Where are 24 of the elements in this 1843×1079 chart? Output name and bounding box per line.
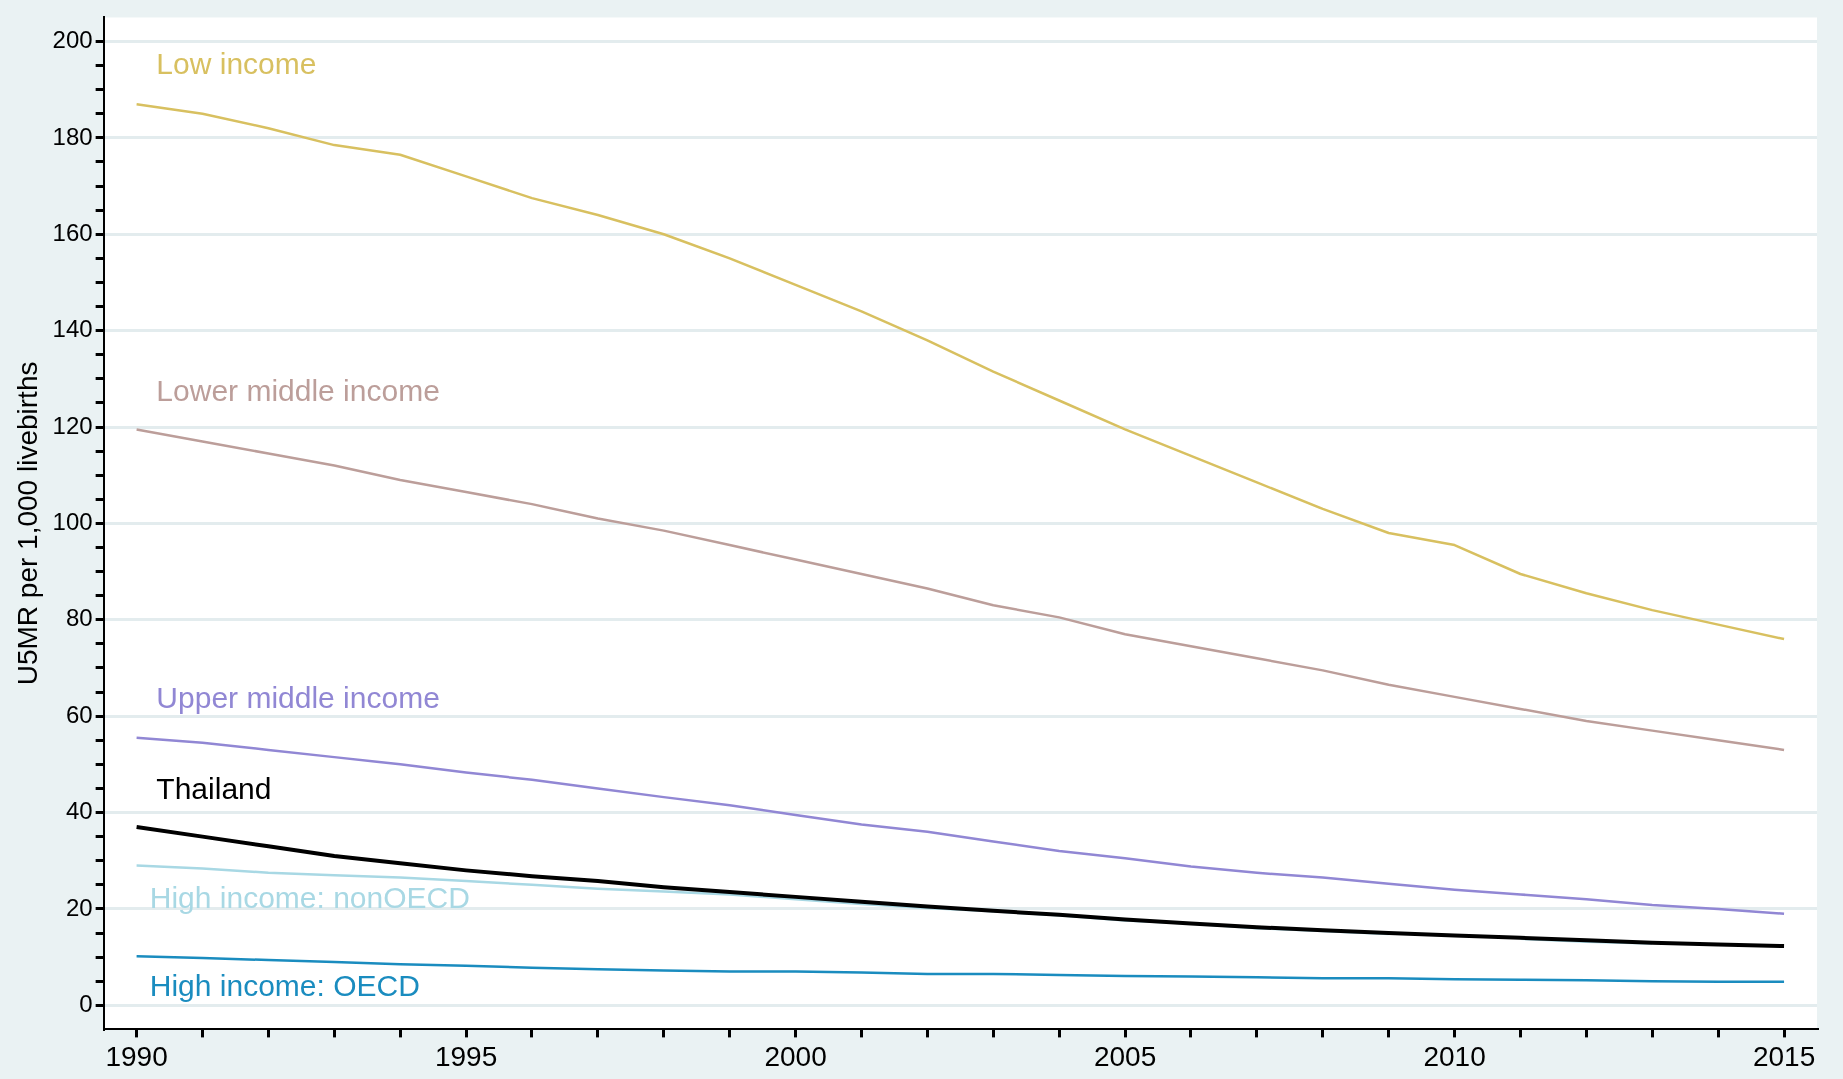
series-label: High income: OECD bbox=[149, 969, 420, 1003]
y-tick-label: 80 bbox=[65, 604, 93, 632]
x-tick-label: 1995 bbox=[434, 1040, 498, 1072]
x-tick-label: 2000 bbox=[764, 1040, 827, 1072]
y-tick-label: 20 bbox=[65, 893, 93, 921]
x-tick-label: 2010 bbox=[1423, 1040, 1486, 1072]
y-tick-label: 200 bbox=[52, 26, 93, 54]
x-tick-label: 2005 bbox=[1093, 1040, 1157, 1072]
x-tick-label: 2015 bbox=[1752, 1040, 1816, 1072]
y-tick-label: 100 bbox=[52, 508, 93, 536]
y-tick-label: 40 bbox=[65, 797, 93, 825]
series-label: High income: nonOECD bbox=[149, 880, 470, 914]
y-axis-title: U5MR per 1,000 livebirths bbox=[11, 361, 43, 686]
series-label: Upper middle income bbox=[156, 680, 440, 714]
y-tick-label: 160 bbox=[52, 218, 93, 246]
y-tick-label: 120 bbox=[52, 411, 93, 439]
series-label: Lower middle income bbox=[156, 374, 440, 408]
y-tick-label: 60 bbox=[65, 700, 93, 728]
y-tick-label: 180 bbox=[52, 122, 93, 150]
x-tick-label: 1990 bbox=[105, 1040, 168, 1072]
series-label: Thailand bbox=[156, 772, 272, 805]
y-tick-label: 0 bbox=[79, 989, 93, 1017]
y-tick-label: 140 bbox=[52, 315, 93, 343]
series-label: Low income bbox=[156, 47, 317, 81]
